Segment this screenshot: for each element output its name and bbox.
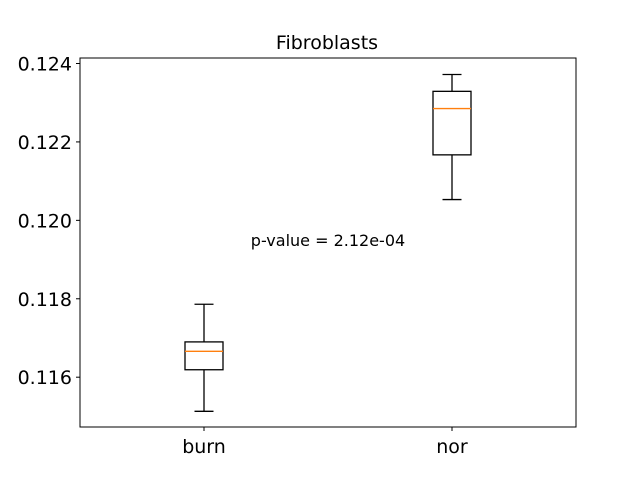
y-tick-label: 0.122	[18, 132, 72, 154]
plot-frame	[79, 57, 577, 428]
y-tick-label: 0.120	[18, 210, 72, 232]
y-tick-label: 0.124	[18, 53, 72, 75]
x-tick-label: burn	[182, 436, 226, 458]
box-burn	[184, 303, 224, 412]
plot-area: 0.116 0.118 0.120 0.122 0.124 burn nor	[18, 53, 472, 458]
iqr-box	[184, 341, 224, 371]
x-tick-label: nor	[436, 436, 468, 458]
box-nor	[432, 73, 472, 201]
y-tick-label: 0.116	[18, 367, 72, 389]
y-tick-label: 0.118	[18, 289, 72, 311]
chart-title: Fibroblasts	[276, 32, 378, 54]
iqr-box	[432, 90, 472, 156]
p-value-annotation: p-value = 2.12e-04	[251, 231, 405, 250]
